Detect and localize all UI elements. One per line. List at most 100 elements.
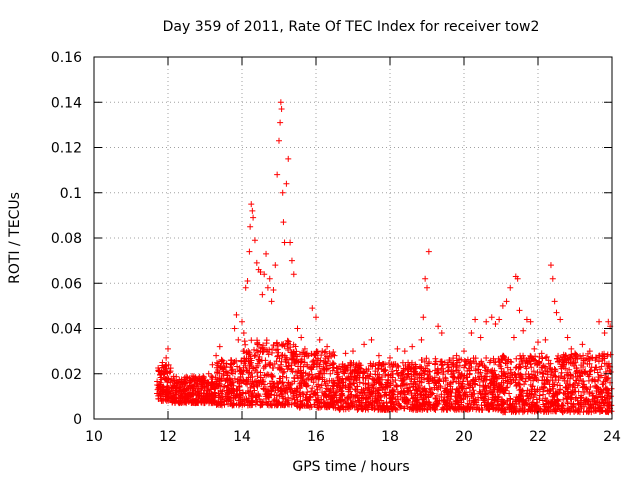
data-point [228,369,235,376]
data-point [326,350,333,357]
data-point [213,359,220,366]
data-point [389,406,396,413]
y-tick-label: 0.14 [51,95,82,111]
data-point [387,382,394,389]
data-point [292,351,299,358]
data-point [333,369,340,376]
data-point [306,371,313,378]
data-point [263,337,270,344]
data-point [270,342,277,349]
data-point [293,394,300,401]
data-point [298,356,305,363]
data-point [257,374,264,381]
data-point [313,374,320,381]
data-point [222,393,229,400]
data-point [198,385,205,392]
data-point [162,363,169,370]
x-tick-label: 24 [603,429,621,445]
data-point [388,368,395,375]
data-point [229,402,236,409]
data-point [207,382,214,389]
data-point [266,346,273,353]
data-points [154,99,615,416]
data-point [219,388,226,395]
data-point [183,392,190,399]
data-point [295,375,302,382]
data-point [226,376,233,383]
data-point [163,365,170,372]
data-point [182,395,189,402]
data-point [409,401,416,408]
data-point [319,376,326,383]
data-point [304,361,311,368]
x-tick-label: 20 [455,429,473,445]
data-point [362,385,369,392]
data-point [250,383,257,390]
data-point [269,378,276,385]
data-point [248,392,255,399]
data-point [259,401,266,408]
data-point [234,363,241,370]
data-point [289,368,296,375]
data-point [263,399,270,406]
data-point [175,391,182,398]
data-point [306,393,313,400]
data-point [400,371,407,378]
data-point [240,348,247,355]
data-point [274,343,281,350]
data-point [372,404,379,411]
x-tick-label: 16 [307,429,325,445]
y-tick-label: 0 [73,412,82,428]
data-point [304,397,311,404]
y-tick-label: 0.12 [51,141,82,157]
data-point [323,393,330,400]
data-point [346,388,353,395]
data-point [239,377,246,384]
data-point [312,389,319,396]
data-point [279,402,286,409]
data-point [213,378,220,385]
data-point [243,349,250,356]
data-point [378,381,385,388]
data-point [356,374,363,381]
data-point [297,367,304,374]
data-point [294,385,301,392]
data-point [392,377,399,384]
data-point [257,348,264,355]
data-point [224,382,231,389]
data-point [374,366,381,373]
data-point [411,378,418,385]
data-point [290,389,297,396]
data-point [295,358,302,365]
data-point [350,360,357,367]
data-point [293,400,300,407]
data-point [335,373,342,380]
y-tick-label: 0.1 [60,186,82,202]
data-point [305,375,312,382]
data-point [333,392,340,399]
data-point [226,386,233,393]
data-point [221,383,228,390]
data-point [308,376,315,383]
data-point [322,402,329,409]
data-point [232,394,239,401]
data-point [217,395,224,402]
data-point [316,363,323,370]
data-point [385,360,392,366]
data-point [329,367,336,374]
data-point [160,386,167,393]
data-point [277,375,284,382]
data-point [316,400,323,407]
data-point [299,373,306,380]
data-point [323,360,330,367]
data-point [309,364,316,371]
data-point [291,374,298,381]
data-point [311,390,318,397]
data-point [215,399,222,406]
y-tick-label: 0.16 [51,50,82,66]
data-point [240,390,247,397]
data-point [323,378,330,385]
data-point [280,369,287,376]
data-point [173,380,180,387]
data-point [395,371,402,378]
